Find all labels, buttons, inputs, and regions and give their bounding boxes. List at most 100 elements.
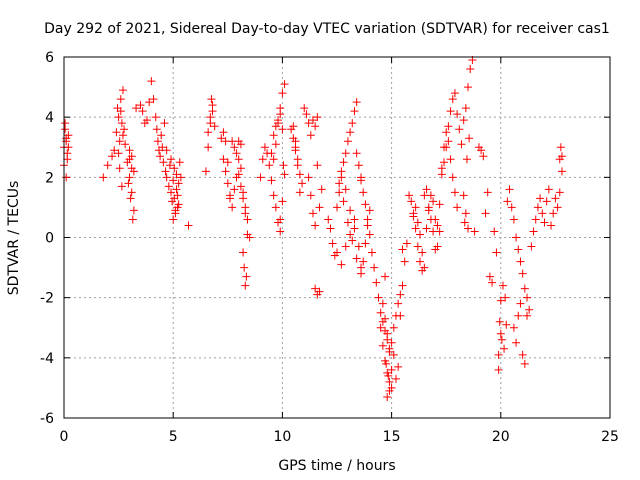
data-point — [346, 206, 355, 215]
data-point — [502, 320, 511, 329]
data-point — [553, 203, 562, 212]
data-point — [540, 218, 549, 227]
data-point — [176, 173, 185, 182]
data-point — [361, 200, 370, 209]
data-point — [527, 242, 536, 251]
data-point — [157, 131, 166, 140]
data-point — [201, 167, 210, 176]
data-point — [361, 239, 370, 248]
data-point — [533, 203, 542, 212]
data-point — [495, 317, 504, 326]
data-point — [99, 173, 108, 182]
data-point — [341, 149, 350, 158]
data-point — [529, 227, 538, 236]
data-point — [429, 227, 438, 236]
data-point — [385, 347, 394, 356]
data-point — [295, 170, 304, 179]
data-point — [239, 194, 248, 203]
data-point — [520, 359, 529, 368]
data-point — [424, 203, 433, 212]
data-point — [115, 137, 124, 146]
data-point — [279, 161, 288, 170]
data-point — [385, 386, 394, 395]
data-point — [159, 158, 168, 167]
data-point — [236, 140, 245, 149]
data-point — [169, 176, 178, 185]
data-point — [162, 173, 171, 182]
data-point — [372, 278, 381, 287]
data-point — [128, 215, 137, 224]
data-point — [343, 137, 352, 146]
data-point — [260, 143, 269, 152]
data-point — [433, 221, 442, 230]
data-point — [457, 140, 466, 149]
data-point — [324, 215, 333, 224]
data-point — [383, 329, 392, 338]
data-point — [117, 119, 126, 128]
data-point — [317, 185, 326, 194]
data-point — [236, 164, 245, 173]
data-point — [302, 110, 311, 119]
data-point — [206, 119, 215, 128]
data-point — [276, 227, 285, 236]
data-point — [465, 134, 474, 143]
x-tick-label: 10 — [273, 429, 291, 445]
data-point — [115, 164, 124, 173]
data-point — [291, 137, 300, 146]
data-point — [544, 185, 553, 194]
data-point — [129, 206, 138, 215]
data-point — [269, 191, 278, 200]
data-point — [175, 158, 184, 167]
data-point — [127, 152, 136, 161]
data-point — [204, 128, 213, 137]
data-point — [230, 185, 239, 194]
data-point — [241, 209, 250, 218]
data-point — [490, 227, 499, 236]
data-point — [280, 170, 289, 179]
data-point — [512, 338, 521, 347]
data-point — [315, 287, 324, 296]
data-point — [228, 203, 237, 212]
data-point — [145, 98, 154, 107]
data-point — [308, 209, 317, 218]
data-point — [389, 323, 398, 332]
data-point — [376, 308, 385, 317]
data-point — [481, 209, 490, 218]
data-point — [348, 236, 357, 245]
data-point — [492, 248, 501, 257]
data-point — [326, 224, 335, 233]
data-point — [503, 197, 512, 206]
data-point — [118, 131, 127, 140]
data-point — [152, 125, 161, 134]
data-point — [450, 188, 459, 197]
data-point — [132, 104, 141, 113]
data-point — [147, 77, 156, 86]
data-point — [381, 314, 390, 323]
data-point — [256, 173, 265, 182]
data-point — [459, 191, 468, 200]
data-point — [512, 233, 521, 242]
data-point — [311, 284, 320, 293]
data-point — [409, 212, 418, 221]
data-point — [167, 188, 176, 197]
data-point — [306, 131, 315, 140]
data-point — [420, 191, 429, 200]
y-axis-label: SDTVAR / TECUs — [6, 181, 22, 296]
y-tick-label: 2 — [45, 170, 54, 186]
data-point — [387, 338, 396, 347]
data-point — [230, 143, 239, 152]
data-point — [240, 263, 249, 272]
data-point — [418, 266, 427, 275]
data-point — [350, 107, 359, 116]
data-point — [407, 197, 416, 206]
data-point — [136, 101, 145, 110]
data-point — [516, 257, 525, 266]
data-point — [444, 122, 453, 131]
y-axis-ticks: -6 -4 -2 0 2 4 6 — [40, 50, 610, 427]
x-tick-label: 15 — [383, 429, 401, 445]
x-tick-label: 20 — [492, 429, 510, 445]
data-point — [446, 107, 455, 116]
data-point — [461, 209, 470, 218]
data-point — [477, 146, 486, 155]
data-point — [461, 104, 470, 113]
